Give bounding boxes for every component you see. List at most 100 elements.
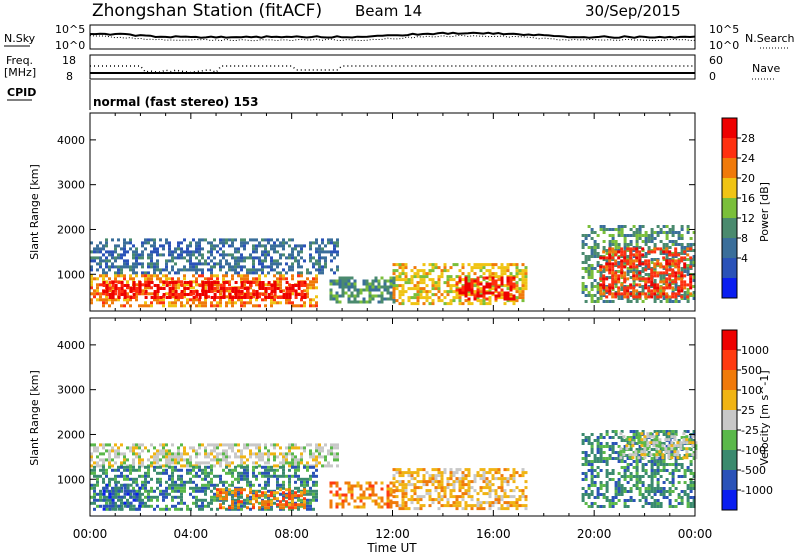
scatter-cell: [252, 474, 255, 478]
scatter-cell: [243, 488, 246, 492]
scatter-cell: [171, 253, 174, 257]
scatter-cell: [659, 288, 663, 291]
scatter-cell: [246, 480, 249, 484]
scatter-cell: [611, 478, 615, 481]
scatter-cell: [464, 477, 468, 481]
scatter-cell: [590, 451, 594, 454]
scatter-cell: [488, 489, 492, 493]
scatter-cell: [506, 297, 510, 301]
scatter-cell: [267, 253, 270, 257]
scatter-cell: [620, 268, 624, 272]
scatter-cell: [638, 228, 642, 231]
scatter-cell: [637, 432, 641, 436]
scatter-cell: [629, 267, 633, 270]
colorbar-segment: [722, 238, 737, 258]
scatter-cell: [602, 496, 606, 499]
scatter-cell: [482, 272, 486, 276]
scatter-cell: [623, 277, 627, 281]
scatter-cell: [294, 293, 298, 296]
scatter-cell: [668, 268, 672, 272]
scatter-cell: [165, 268, 168, 272]
scatter-cell: [677, 262, 681, 266]
scatter-cell: [201, 504, 204, 508]
scatter-cell: [237, 480, 240, 484]
scatter-cell: [644, 259, 648, 263]
scatter-cell: [255, 244, 258, 248]
scatter-cell: [344, 481, 348, 485]
scatter-cell: [377, 496, 381, 500]
scatter-cell: [186, 458, 189, 462]
scatter-cell: [222, 498, 225, 502]
scatter-cell: [315, 268, 318, 272]
scatter-cell: [129, 489, 133, 493]
scatter-cell: [665, 496, 669, 499]
scatter-cell: [231, 256, 234, 260]
scatter-cell: [90, 443, 93, 447]
scatter-cell: [581, 267, 585, 270]
scatter-cell: [219, 284, 223, 287]
scatter-cell: [512, 495, 516, 499]
scatter-cell: [210, 277, 213, 281]
scatter-cell: [386, 484, 390, 488]
scatter-cell: [640, 450, 644, 454]
scatter-cell: [653, 292, 657, 296]
scatter-cell: [273, 244, 276, 248]
scatter-cell: [156, 247, 159, 251]
scatter-cell: [195, 501, 198, 505]
scatter-cell: [617, 246, 621, 249]
scatter-cell: [315, 458, 318, 462]
scatter-cell: [306, 465, 309, 469]
scatter-cell: [237, 443, 240, 447]
scatter-cell: [165, 480, 168, 484]
scatter-cell: [231, 495, 234, 499]
scatter-cell: [282, 289, 285, 293]
scatter-cell: [90, 455, 93, 459]
scatter-cell: [219, 503, 222, 507]
scatter-cell: [434, 266, 438, 270]
scatter-cell: [183, 277, 186, 281]
scatter-cell: [581, 243, 585, 246]
scatter-cell: [644, 463, 648, 466]
scatter-cell: [264, 256, 267, 260]
scatter-cell: [237, 455, 240, 459]
scatter-cell: [638, 234, 642, 237]
scatter-cell: [201, 471, 204, 475]
scatter-cell: [632, 499, 636, 502]
scatter-cell: [500, 486, 504, 490]
scatter-cell: [219, 287, 223, 290]
scatter-cell: [644, 268, 648, 272]
scatter-cell: [273, 452, 276, 456]
scatter-cell: [147, 498, 150, 502]
scatter-cell: [629, 445, 633, 448]
scatter-cell: [329, 294, 333, 298]
scatter-cell: [216, 452, 219, 456]
scatter-cell: [297, 498, 300, 502]
scatter-cell: [668, 472, 672, 475]
scatter-cell: [449, 495, 453, 499]
scatter-cell: [297, 503, 300, 507]
scatter-cell: [102, 244, 105, 248]
scatter-cell: [114, 298, 117, 302]
scatter-cell: [581, 291, 585, 294]
scatter-cell: [590, 433, 594, 436]
scatter-cell: [297, 465, 300, 469]
scatter-cell: [665, 469, 669, 472]
scatter-cell: [174, 283, 177, 287]
scatter-cell: [132, 277, 135, 281]
scatter-cell: [288, 452, 291, 456]
scatter-cell: [524, 287, 528, 291]
scatter-cell: [192, 446, 195, 450]
scatter-cell: [156, 486, 159, 490]
scatter-cell: [105, 504, 109, 508]
scatter-cell: [455, 284, 459, 288]
scatter-cell: [646, 441, 650, 445]
scatter-cell: [159, 477, 162, 481]
scatter-cell: [162, 498, 165, 502]
scatter-cell: [231, 471, 234, 475]
scatter-cell: [129, 504, 133, 508]
scatter-cell: [623, 466, 627, 469]
scatter-cell: [479, 290, 483, 294]
scatter-cell: [312, 489, 315, 493]
scatter-cell: [210, 271, 213, 275]
scatter-cell: [273, 455, 276, 459]
